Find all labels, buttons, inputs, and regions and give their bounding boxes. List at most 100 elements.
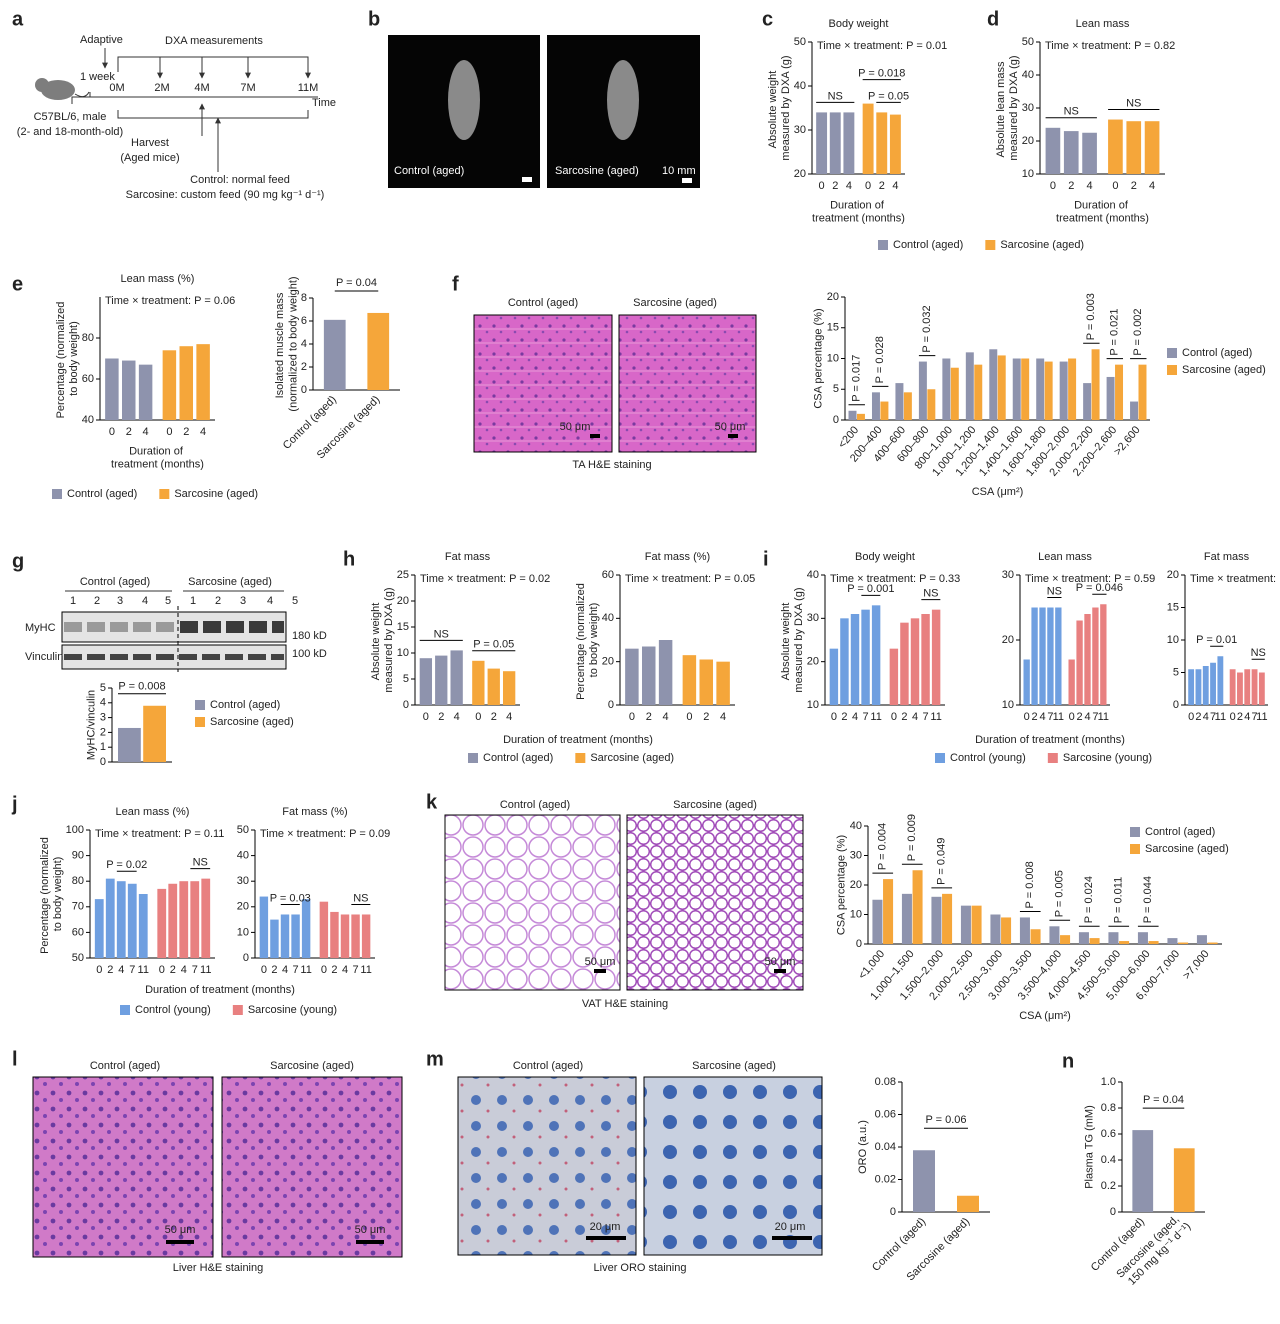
bar bbox=[990, 914, 1001, 944]
bar bbox=[190, 881, 200, 958]
bar bbox=[179, 881, 189, 958]
mouse-scan bbox=[448, 60, 480, 140]
image-label: Sarcosine (aged) bbox=[270, 1060, 354, 1072]
scale-bar bbox=[522, 177, 532, 182]
bar bbox=[116, 881, 126, 958]
y-tick-label: 50 bbox=[237, 824, 249, 836]
bar bbox=[1039, 607, 1046, 705]
bar bbox=[1082, 132, 1097, 174]
y-tick-label: 80 bbox=[82, 332, 94, 344]
x-tick-label: 0 bbox=[1112, 180, 1118, 192]
group-label: Sarcosine (aged) bbox=[188, 576, 272, 588]
x-tick-label: 0 bbox=[629, 711, 635, 723]
bar bbox=[895, 383, 904, 420]
y-tick-label: 40 bbox=[850, 820, 862, 832]
bar bbox=[642, 646, 656, 705]
bar bbox=[1108, 932, 1119, 944]
y-tick-label: 1.0 bbox=[1101, 1076, 1116, 1088]
legend-swatch bbox=[195, 700, 205, 710]
x-tick-label: 4 bbox=[1084, 711, 1090, 723]
bar bbox=[179, 346, 193, 420]
y-tick-label: 20 bbox=[850, 879, 862, 891]
bar bbox=[472, 660, 485, 705]
x-tick-label: 7 bbox=[1251, 711, 1257, 723]
bracket-label: P = 0.049 bbox=[936, 838, 948, 885]
bar bbox=[960, 905, 971, 944]
annotation: Time × treatment: P = 0.11 bbox=[95, 828, 224, 840]
x-tick-label: 2 bbox=[126, 426, 132, 438]
bar bbox=[1092, 607, 1099, 705]
y-tick-label: 20 bbox=[827, 291, 839, 303]
bar bbox=[367, 312, 390, 390]
x-tick-label: 4 bbox=[1203, 711, 1209, 723]
y-tick-label: 60 bbox=[82, 373, 94, 385]
y-tick-label: 0.2 bbox=[1101, 1180, 1116, 1192]
legend-swatch bbox=[985, 240, 996, 250]
bar bbox=[1258, 672, 1265, 705]
bar bbox=[1100, 604, 1107, 705]
bar bbox=[1195, 669, 1202, 705]
lane-label: 3 bbox=[117, 595, 123, 607]
histology-image bbox=[32, 1076, 214, 1258]
x-tick-label: 0 bbox=[1024, 711, 1030, 723]
x-tick-label: 7 bbox=[292, 964, 298, 976]
bar bbox=[1119, 941, 1130, 944]
mouse-icon bbox=[41, 80, 75, 100]
timepoint: 7M bbox=[240, 82, 255, 94]
legend-label: Control (young) bbox=[135, 1004, 211, 1016]
bar bbox=[1144, 121, 1160, 174]
image-label: Control (aged) bbox=[508, 297, 578, 309]
x-tick-label: 4 bbox=[892, 180, 898, 192]
x-tick-label: 11 bbox=[360, 964, 371, 976]
bar bbox=[127, 883, 137, 958]
bar bbox=[1019, 917, 1030, 944]
y-tick-label: 0 bbox=[403, 699, 409, 711]
bar bbox=[862, 103, 874, 174]
bar bbox=[1217, 656, 1224, 705]
bar bbox=[1059, 361, 1068, 420]
legend-label: Control (aged) bbox=[483, 752, 553, 764]
y-tick-label: 1 bbox=[100, 741, 106, 753]
y-axis-label: CSA percentage (%) bbox=[836, 835, 848, 935]
image-label: Control (aged) bbox=[500, 799, 570, 811]
scale-label: 50 μm bbox=[585, 956, 616, 968]
y-tick-label: 5 bbox=[100, 682, 106, 694]
x-tick-label: 2 bbox=[841, 711, 847, 723]
x-tick-label: 2 bbox=[646, 711, 652, 723]
bar bbox=[872, 899, 883, 944]
x-tick-label: 2 bbox=[438, 711, 444, 723]
bracket-label: P = 0.002 bbox=[1132, 308, 1144, 355]
bar bbox=[965, 352, 974, 420]
bar bbox=[94, 899, 104, 958]
panel-f: f Control (aged) Sarcosine (aged) 50 μm … bbox=[452, 273, 757, 471]
y-tick-label: 0.04 bbox=[875, 1141, 896, 1153]
bar bbox=[931, 609, 941, 705]
label: DXA measurements bbox=[165, 35, 263, 47]
x-tick-label: 4 bbox=[506, 711, 512, 723]
bracket-label: P = 0.01 bbox=[1196, 634, 1237, 646]
panel-letter: a bbox=[12, 8, 24, 30]
y-tick-label: 0 bbox=[890, 1206, 896, 1218]
x-tick-label: 4 bbox=[663, 711, 669, 723]
y-tick-label: 8 bbox=[301, 292, 307, 304]
x-tick-label: 2 bbox=[901, 711, 907, 723]
timepoint: 11M bbox=[298, 82, 319, 94]
x-tick-label: 0 bbox=[159, 964, 165, 976]
bar bbox=[162, 350, 177, 420]
x-tick-label: 7 bbox=[129, 964, 135, 976]
bar bbox=[502, 671, 516, 705]
y-tick-label: 40 bbox=[237, 850, 249, 862]
bar bbox=[1115, 364, 1124, 420]
y-tick-label: 40 bbox=[82, 414, 94, 426]
bracket-label: NS bbox=[1251, 647, 1266, 659]
bar bbox=[1001, 917, 1012, 944]
panel-letter: j bbox=[11, 793, 18, 815]
x-tick-label: 4 bbox=[342, 964, 348, 976]
panel-m: m Control (aged) Sarcosine (aged) 20 μm … bbox=[426, 1048, 823, 1274]
y-axis-label: Absolute weight measured by DXA (g) bbox=[370, 587, 395, 692]
bar bbox=[829, 112, 841, 174]
y-tick-label: 0.4 bbox=[1101, 1154, 1116, 1166]
annotation: Time × treatment: P = 0.09 bbox=[260, 828, 390, 840]
x-tick-label: 2 bbox=[1032, 711, 1038, 723]
lane-label: 2 bbox=[215, 595, 221, 607]
